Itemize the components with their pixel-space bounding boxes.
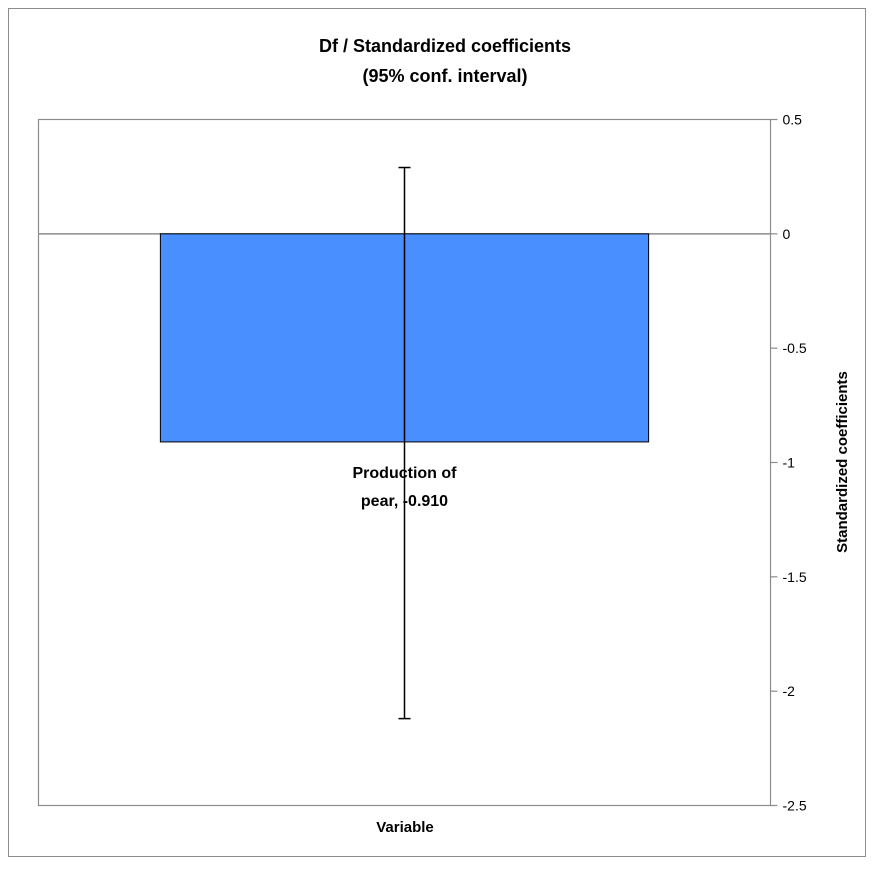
y-axis-label: Standardized coefficients: [834, 371, 851, 553]
y-tick-label: 0: [783, 226, 791, 242]
data-label: Production of: [353, 465, 458, 482]
y-tick-label: -1: [783, 455, 796, 471]
y-tick-label: -2.5: [783, 798, 807, 814]
x-axis-label: Variable: [376, 819, 434, 836]
chart-title: Df / Standardized coefficients: [319, 36, 571, 56]
y-tick-label: -2: [783, 683, 796, 699]
plot-layer: 0.5 0 -0.5 -1 -1.5 -2 -2.5 Production of pear, -…: [38, 112, 807, 814]
y-tick-label: 0.5: [783, 112, 803, 128]
y-tick-label: -1.5: [783, 569, 807, 585]
chart-subtitle: (95% conf. interval): [362, 66, 527, 86]
data-label: pear, -0.910: [361, 493, 448, 510]
y-tick-label: -0.5: [783, 340, 807, 356]
